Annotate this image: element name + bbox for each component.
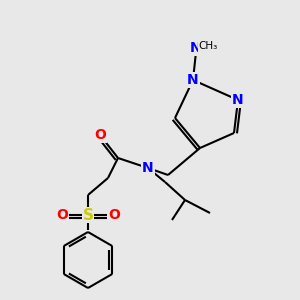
Text: CH₃: CH₃ — [198, 41, 218, 51]
Text: S: S — [82, 208, 94, 223]
Text: N: N — [232, 93, 244, 107]
Text: N: N — [187, 73, 199, 87]
Text: O: O — [94, 128, 106, 142]
Text: N: N — [190, 41, 202, 55]
Text: O: O — [108, 208, 120, 222]
Text: O: O — [56, 208, 68, 222]
Text: N: N — [142, 161, 154, 175]
